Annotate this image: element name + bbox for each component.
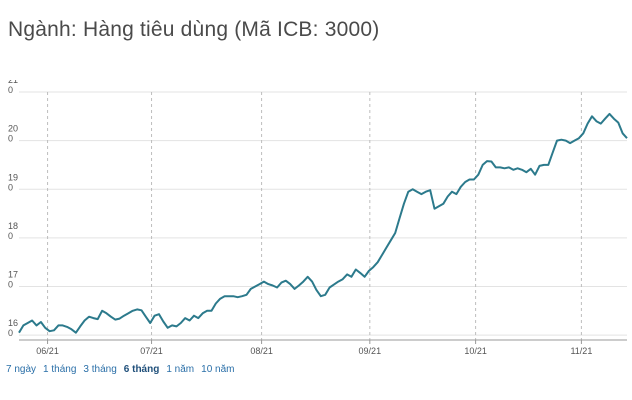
series-line bbox=[18, 112, 628, 334]
y-tick-label: 0 bbox=[8, 85, 13, 95]
y-tick-label: 19 bbox=[8, 172, 18, 182]
range-option-2[interactable]: 3 tháng bbox=[83, 364, 117, 375]
y-tick-label: 21 bbox=[8, 80, 18, 85]
x-tick-label: 10/21 bbox=[464, 346, 487, 356]
chart-title: Ngành: Hàng tiêu dùng (Mã ICB: 3000) bbox=[8, 18, 380, 41]
y-tick-label: 17 bbox=[8, 270, 18, 280]
y-tick-label: 18 bbox=[8, 221, 18, 231]
range-option-4[interactable]: 1 năm bbox=[166, 364, 195, 375]
x-tick-label: 11/21 bbox=[570, 346, 592, 356]
x-tick-label: 09/21 bbox=[359, 346, 382, 356]
x-axis-ticks: 06/21 07/21 08/21 09/21 10/21 11/21 bbox=[19, 339, 627, 356]
range-option-1[interactable]: 1 tháng bbox=[43, 364, 77, 375]
x-tick-label: 08/21 bbox=[250, 346, 273, 356]
y-tick-label: 0 bbox=[8, 328, 13, 338]
y-tick-label: 20 bbox=[8, 124, 18, 134]
x-tick-label: 06/21 bbox=[36, 346, 59, 356]
range-option-5[interactable]: 10 năm bbox=[201, 364, 235, 375]
y-tick-label: 0 bbox=[8, 134, 13, 144]
series-layer bbox=[18, 112, 628, 334]
y-tick-label: 0 bbox=[8, 231, 13, 241]
grid-lines bbox=[19, 91, 627, 340]
y-tick-label: 0 bbox=[8, 182, 13, 192]
y-tick-label: 16 bbox=[8, 318, 18, 328]
range-selector: 7 ngày 1 tháng 3 tháng 6 tháng 1 năm 10 năm bbox=[6, 364, 242, 375]
x-tick-label: 07/21 bbox=[140, 346, 163, 356]
range-option-0[interactable]: 7 ngày bbox=[6, 364, 37, 375]
y-tick-label: 0 bbox=[8, 280, 13, 290]
range-option-3[interactable]: 6 tháng bbox=[123, 364, 160, 375]
